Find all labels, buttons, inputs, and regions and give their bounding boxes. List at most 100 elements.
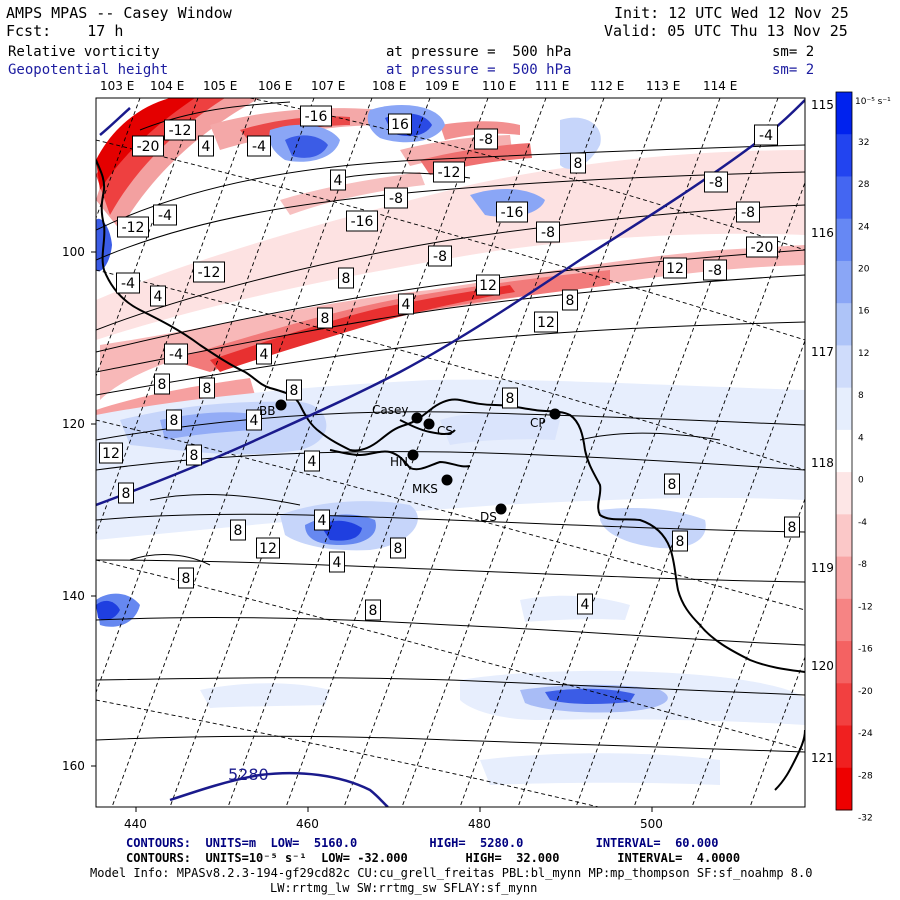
svg-text:8: 8 bbox=[203, 381, 212, 397]
vorticity-label: 8 bbox=[286, 379, 302, 401]
y-axis-tick: 140 bbox=[62, 589, 85, 603]
colorbar-tick: 32 bbox=[858, 138, 869, 148]
svg-text:-12: -12 bbox=[169, 123, 192, 139]
svg-text:8: 8 bbox=[290, 383, 299, 399]
station-marker: DS bbox=[480, 503, 507, 524]
svg-text:-8: -8 bbox=[708, 263, 722, 279]
station-marker: BB bbox=[259, 399, 287, 418]
station-label: HN bbox=[390, 455, 408, 469]
station-label: CS bbox=[437, 424, 453, 438]
station-marker: HN bbox=[390, 449, 419, 469]
svg-text:4: 4 bbox=[250, 413, 259, 429]
vorticity-label: 4 bbox=[329, 551, 345, 573]
svg-text:-4: -4 bbox=[169, 347, 183, 363]
svg-text:8: 8 bbox=[158, 377, 167, 393]
top-lon-label: 110 E bbox=[482, 79, 516, 93]
field-1-smooth: sm= 2 bbox=[772, 44, 815, 60]
svg-text:-12: -12 bbox=[122, 220, 145, 236]
vorticity-label: 16 bbox=[388, 113, 412, 135]
field-1-name: Relative vorticity bbox=[8, 44, 160, 60]
vorticity-label: 12 bbox=[663, 257, 687, 279]
svg-text:12: 12 bbox=[666, 261, 684, 277]
forecast-hour: Fcst: 17 h bbox=[6, 22, 124, 40]
vorticity-label: -4 bbox=[754, 124, 778, 146]
top-lon-label: 109 E bbox=[425, 79, 459, 93]
vorticity-label: -8 bbox=[703, 259, 727, 281]
svg-text:-16: -16 bbox=[351, 214, 374, 230]
vorticity-label: 8 bbox=[166, 409, 182, 431]
colorbar-segment bbox=[836, 218, 852, 262]
vorticity-label: -12 bbox=[433, 161, 465, 183]
coastline bbox=[96, 159, 805, 791]
svg-text:8: 8 bbox=[190, 448, 199, 464]
field-1-level: at pressure = 500 hPa bbox=[386, 44, 572, 60]
svg-text:8: 8 bbox=[182, 571, 191, 587]
vorticity-label: -8 bbox=[704, 171, 728, 193]
vorticity-label: 4 bbox=[577, 593, 593, 615]
svg-text:4: 4 bbox=[318, 513, 327, 529]
vorticity-label: -4 bbox=[247, 135, 271, 157]
colorbar-tick: 28 bbox=[858, 180, 870, 190]
svg-text:8: 8 bbox=[574, 156, 583, 172]
station-marker: Casey bbox=[372, 403, 423, 424]
svg-text:4: 4 bbox=[308, 454, 317, 470]
field-2-level: at pressure = 500 hPa bbox=[386, 62, 572, 78]
svg-text:4: 4 bbox=[334, 173, 343, 189]
colorbar-unit: 10⁻⁵ s⁻¹ bbox=[855, 97, 891, 107]
colorbar-tick: -24 bbox=[858, 729, 873, 739]
svg-text:-8: -8 bbox=[709, 175, 723, 191]
vorticity-label: -12 bbox=[117, 216, 149, 238]
colorbar-tick: -16 bbox=[858, 645, 873, 655]
init-time: Init: 12 UTC Wed 12 Nov 25 bbox=[614, 4, 849, 22]
colorbar-tick: 16 bbox=[858, 307, 870, 317]
svg-text:8: 8 bbox=[369, 603, 378, 619]
colorbar-tick: 24 bbox=[858, 222, 870, 232]
x-axis-tick: 480 bbox=[468, 817, 491, 831]
vorticity-label: 4 bbox=[304, 450, 320, 472]
svg-text:8: 8 bbox=[342, 271, 351, 287]
svg-text:4: 4 bbox=[202, 139, 211, 155]
vorticity-label: -16 bbox=[496, 201, 528, 223]
height-contour-info: CONTOURS: UNITS=m LOW= 5160.0 HIGH= 5280… bbox=[126, 836, 719, 850]
svg-text:-12: -12 bbox=[198, 265, 221, 281]
svg-text:-8: -8 bbox=[389, 191, 403, 207]
vorticity-label: 8 bbox=[338, 267, 354, 289]
top-lon-label: 113 E bbox=[646, 79, 680, 93]
svg-text:8: 8 bbox=[506, 391, 515, 407]
window-title: AMPS MPAS -- Casey Window bbox=[6, 4, 232, 22]
svg-text:12: 12 bbox=[479, 278, 497, 294]
svg-text:8: 8 bbox=[170, 413, 179, 429]
vorticity-label: 8 bbox=[186, 444, 202, 466]
station-marker: CS bbox=[423, 418, 453, 438]
colorbar-segment bbox=[836, 176, 852, 220]
field-2-smooth: sm= 2 bbox=[772, 62, 815, 78]
svg-text:12: 12 bbox=[537, 315, 555, 331]
vorticity-label: 8 bbox=[154, 373, 170, 395]
model-info: Model Info: MPASv8.2.3-194-gf29cd82c CU:… bbox=[90, 866, 813, 880]
colorbar-segment bbox=[836, 345, 852, 389]
top-lon-label: 108 E bbox=[372, 79, 406, 93]
colorbar-tick: 20 bbox=[858, 265, 870, 275]
vorticity-label: 4 bbox=[256, 343, 272, 365]
colorbar-tick: 12 bbox=[858, 349, 869, 359]
svg-text:-20: -20 bbox=[137, 139, 160, 155]
svg-text:8: 8 bbox=[668, 477, 677, 493]
svg-text:-8: -8 bbox=[741, 205, 755, 221]
station-label: CP bbox=[530, 416, 546, 430]
svg-text:-16: -16 bbox=[501, 205, 524, 221]
top-lon-label: 103 E bbox=[100, 79, 134, 93]
vorticity-label: 4 bbox=[198, 135, 214, 157]
station-layer: Casey CS CP BB HN MKS DS bbox=[259, 399, 561, 524]
vorticity-label: 8 bbox=[230, 519, 246, 541]
vorticity-label: 4 bbox=[398, 293, 414, 315]
vorticity-label: -8 bbox=[428, 245, 452, 267]
height-contour-label: 5280 bbox=[228, 765, 269, 784]
colorbar-tick: -12 bbox=[858, 602, 873, 612]
vorticity-label: -16 bbox=[300, 105, 332, 127]
vorticity-label: 8 bbox=[562, 289, 578, 311]
colorbar-segment bbox=[836, 134, 852, 177]
svg-text:-8: -8 bbox=[479, 132, 493, 148]
vorticity-label: 8 bbox=[118, 482, 134, 504]
geopotential-height-contours bbox=[96, 99, 805, 807]
svg-text:12: 12 bbox=[259, 541, 277, 557]
